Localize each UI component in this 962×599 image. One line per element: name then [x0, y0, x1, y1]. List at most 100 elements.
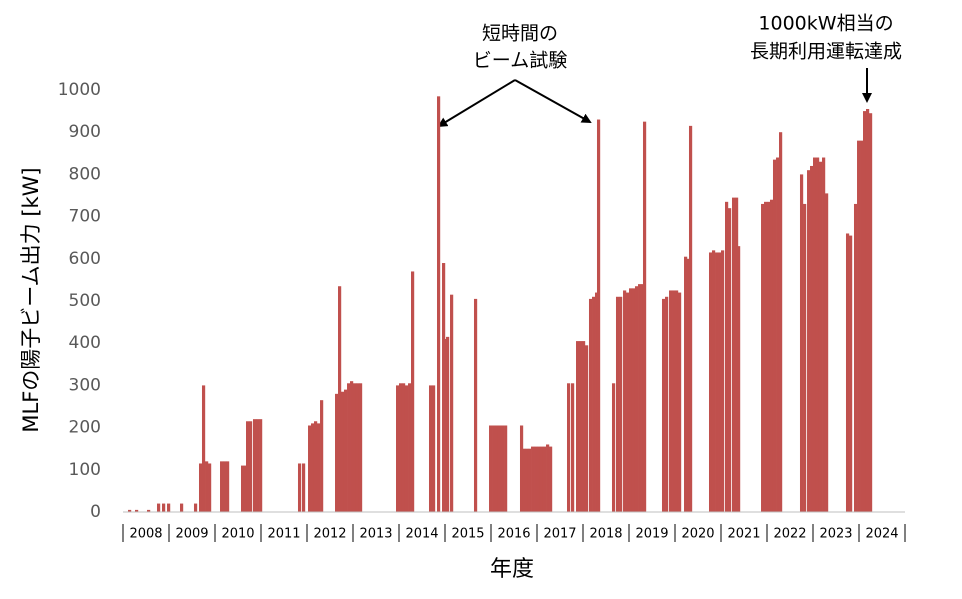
bar	[156, 503, 161, 512]
bar	[863, 111, 867, 512]
bar	[205, 461, 209, 512]
bar	[313, 421, 318, 512]
bar	[504, 425, 508, 512]
bar	[542, 446, 547, 512]
y-tick-label: 700	[69, 207, 101, 227]
bar	[198, 463, 203, 512]
bar	[619, 296, 623, 512]
bar	[581, 341, 586, 512]
bar	[803, 203, 807, 512]
y-tick-label: 1000	[58, 80, 101, 100]
y-tick-label: 300	[69, 375, 101, 395]
bar	[669, 290, 673, 512]
bar	[301, 463, 306, 512]
bar	[626, 292, 630, 512]
bar	[588, 298, 593, 512]
bar	[128, 509, 132, 512]
bar	[629, 288, 633, 512]
x-axis-label: 年度	[490, 557, 534, 582]
bar	[799, 174, 804, 512]
bar	[776, 157, 780, 512]
bar	[638, 284, 642, 512]
bar	[684, 256, 688, 512]
x-tick-label: 2020	[681, 527, 714, 542]
bar	[243, 465, 248, 512]
annotation-arrow	[514, 79, 592, 123]
bar	[596, 119, 601, 512]
bar	[316, 423, 321, 512]
bar	[179, 503, 184, 512]
bar	[446, 336, 450, 512]
bar	[813, 157, 817, 512]
bar	[675, 290, 679, 512]
annotation-line: 短時間の	[482, 23, 558, 45]
bar	[246, 421, 250, 512]
x-tick-label: 2016	[497, 527, 530, 542]
x-tick-label: 2013	[359, 527, 392, 542]
bar	[308, 425, 312, 512]
bar	[335, 393, 339, 512]
bar	[688, 125, 693, 513]
bar	[737, 246, 741, 512]
bar	[611, 383, 616, 512]
bar	[764, 201, 768, 512]
y-tick-label: 900	[69, 122, 101, 142]
bar	[193, 503, 198, 512]
bar	[779, 132, 783, 512]
bar	[443, 338, 448, 512]
bar	[631, 288, 636, 512]
bar	[772, 159, 777, 512]
annotation-line: 1000kW相当の	[758, 13, 893, 35]
bar	[353, 383, 357, 512]
bar	[500, 425, 505, 512]
bar	[721, 250, 725, 513]
bar	[527, 448, 532, 512]
bar	[311, 423, 315, 512]
bar	[223, 461, 227, 512]
x-tick-label: 2018	[589, 527, 622, 542]
bar	[255, 419, 260, 512]
bar	[849, 235, 853, 512]
x-tick-label: 2021	[727, 527, 760, 542]
bar	[584, 345, 589, 512]
bar	[546, 444, 550, 512]
bar	[761, 203, 765, 512]
x-tick-label: 2014	[405, 527, 438, 542]
bar	[240, 465, 245, 512]
bar	[566, 383, 571, 512]
bar	[641, 284, 645, 512]
bar	[715, 252, 719, 512]
y-axis-label: MLFの陽子ビーム出力 [kW]	[19, 167, 43, 432]
bar	[320, 400, 324, 512]
bar	[592, 296, 596, 512]
y-tick-label: 0	[90, 502, 101, 522]
x-tick-label: 2012	[313, 527, 346, 542]
bar	[665, 296, 669, 512]
bar	[497, 425, 502, 512]
bar	[822, 157, 826, 512]
bar	[431, 385, 436, 512]
bar	[767, 201, 771, 512]
annotation-line: 長期利用運転達成	[750, 41, 902, 63]
bar	[252, 419, 257, 512]
bar	[731, 197, 736, 513]
bar	[399, 383, 403, 512]
bar	[135, 509, 139, 512]
bar	[672, 290, 676, 512]
bar	[734, 197, 739, 513]
bar	[522, 448, 526, 512]
bar	[810, 165, 814, 512]
x-tick-label: 2015	[451, 527, 484, 542]
bar	[661, 298, 666, 512]
bar	[711, 250, 716, 513]
bar	[347, 383, 351, 512]
x-tick-label: 2019	[635, 527, 668, 542]
bar	[297, 463, 302, 512]
bar	[576, 341, 580, 512]
bar	[338, 286, 342, 512]
bar	[350, 381, 354, 512]
bar	[162, 503, 166, 512]
bar	[853, 203, 858, 512]
bar	[595, 292, 599, 512]
x-tick-label: 2010	[221, 527, 254, 542]
